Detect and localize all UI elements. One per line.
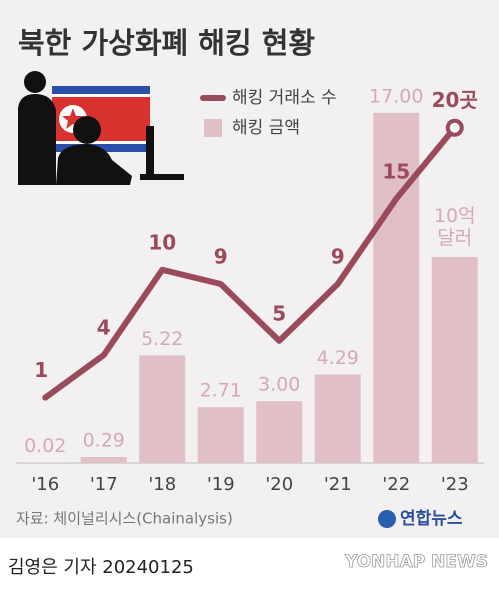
chart-title: 북한 가상화폐 해킹 현황 — [18, 26, 315, 60]
line-value-label: 1 — [34, 358, 48, 382]
x-tick-label: '18 — [148, 474, 176, 495]
x-tick-label: '16 — [31, 474, 59, 495]
byline: 김영은 기자 20240125 — [8, 557, 194, 578]
line-value-label: 9 — [214, 244, 228, 268]
bar-value-label: 2.71 — [200, 380, 242, 402]
logo: 연합뉴스 — [400, 508, 463, 529]
line-value-label: 20곳 — [432, 88, 478, 112]
bar — [314, 374, 361, 463]
bar-value-label: 0.02 — [24, 435, 66, 457]
line-value-label: 10 — [148, 230, 176, 254]
bar — [80, 457, 127, 463]
bar-value-label: 4.29 — [317, 347, 359, 369]
bar-value-label: 17.00 — [369, 85, 423, 107]
line — [42, 124, 458, 401]
bar-value-label: 3.00 — [258, 374, 300, 396]
x-tick-label: '23 — [441, 474, 469, 495]
x-tick-label: '22 — [382, 474, 410, 495]
legend-swatch — [204, 119, 222, 137]
source: 자료: 체이널리시스(Chainalysis) — [16, 510, 233, 528]
x-tick-label: '17 — [90, 474, 118, 495]
bar — [431, 257, 478, 463]
watermark: YONHAP NEWS — [344, 552, 488, 572]
bar-value-label: 5.22 — [141, 328, 183, 350]
bar — [373, 112, 420, 464]
illustration — [18, 71, 184, 185]
line-value-label: 15 — [382, 159, 410, 183]
line-value-label: 9 — [331, 244, 345, 268]
logo-icon — [378, 510, 396, 528]
line-value-label: 5 — [272, 301, 286, 325]
legend-label: 해킹 거래소 수 — [232, 88, 337, 108]
x-tick-label: '20 — [265, 474, 293, 495]
bar-value-label: 0.29 — [83, 430, 125, 452]
line-end-marker — [445, 118, 464, 137]
x-tick-label: '21 — [324, 474, 352, 495]
line-value-label: 4 — [97, 316, 111, 340]
bar — [139, 355, 186, 463]
chart-background — [0, 0, 499, 538]
bar-value-label: 10억 달러 — [433, 205, 476, 249]
legend-label: 해킹 금액 — [232, 118, 300, 138]
bar — [197, 407, 244, 463]
bar — [256, 401, 303, 463]
x-tick-label: '19 — [207, 474, 235, 495]
